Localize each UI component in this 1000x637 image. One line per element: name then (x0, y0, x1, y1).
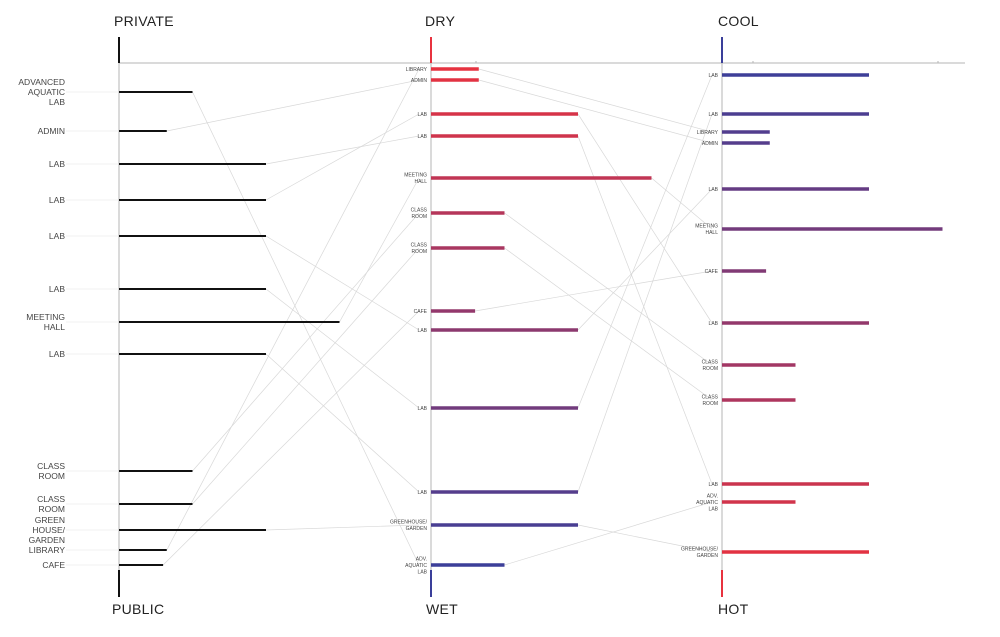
space-label: CLASS (702, 360, 719, 366)
connection-line (504, 501, 713, 566)
connection-line (265, 113, 420, 201)
space-label: ROOM (702, 366, 718, 372)
connection-line (478, 68, 713, 133)
space-label: ROOM (411, 214, 427, 220)
space-label: GREENHOUSE/ (681, 547, 719, 553)
connection-line (475, 270, 713, 312)
connection-line (577, 188, 713, 331)
space-label: ROOM (39, 504, 65, 514)
axis-label-public: PUBLIC (112, 601, 165, 617)
space-label: MEETING (404, 173, 427, 179)
space-label: GARDEN (697, 553, 719, 559)
connection-line (265, 288, 420, 409)
space-label: ADVANCED (18, 77, 65, 87)
space-label: MEETING (695, 224, 718, 230)
space-label: LIBRARY (29, 545, 66, 555)
space-label: CLASS (411, 208, 428, 214)
connection-line (504, 247, 713, 401)
space-label: LAB (418, 328, 428, 334)
connection-line (478, 79, 713, 144)
space-label: LAB (418, 569, 428, 575)
space-label: ADMIN (702, 141, 719, 147)
connection-line (166, 68, 420, 551)
space-label: LAB (709, 506, 719, 512)
space-label: HALL (705, 230, 718, 236)
space-label: ROOM (411, 249, 427, 255)
space-label: AQUATIC (28, 87, 65, 97)
space-label: LAB (49, 349, 65, 359)
space-label: LAB (49, 195, 65, 205)
space-label: ROOM (702, 401, 718, 407)
space-label: CAFE (705, 269, 719, 275)
space-label: LAB (418, 406, 428, 412)
axis-label-private: PRIVATE (114, 13, 174, 29)
connection-line (577, 74, 713, 409)
space-label: LIBRARY (697, 130, 719, 136)
space-label: ADMIN (38, 126, 65, 136)
space-label: LAB (709, 73, 719, 79)
space-label: LAB (49, 284, 65, 294)
axis-label-cool: COOL (718, 13, 759, 29)
connection-line (166, 79, 420, 132)
space-label: AQUATIC (405, 563, 427, 569)
space-label: ROOM (39, 471, 65, 481)
space-label: LAB (418, 490, 428, 496)
space-label: CAFE (42, 560, 65, 570)
space-label: GARDEN (406, 526, 428, 532)
space-label: MEETING (26, 312, 65, 322)
space-label: HOUSE/ (32, 525, 65, 535)
axis-label-dry: DRY (425, 13, 456, 29)
space-label: CAFE (414, 309, 428, 315)
connection-line (577, 113, 713, 493)
axis-label-wet: WET (426, 601, 459, 617)
connection-line (577, 113, 713, 324)
space-label: ADMIN (411, 78, 428, 84)
space-label: LAB (49, 159, 65, 169)
space-label: CLASS (411, 243, 428, 249)
space-label: LAB (709, 187, 719, 193)
space-label: AQUATIC (696, 500, 718, 506)
space-label: GREEN (35, 515, 65, 525)
space-label: LAB (709, 482, 719, 488)
connection-line (192, 247, 420, 505)
space-label: LAB (709, 112, 719, 118)
connection-line (265, 135, 420, 165)
space-label: CLASS (37, 494, 65, 504)
space-label: LAB (49, 97, 65, 107)
connection-line (265, 353, 420, 493)
connection-line (192, 91, 420, 566)
space-label: LAB (418, 112, 428, 118)
space-label: CLASS (37, 461, 65, 471)
space-label: LIBRARY (406, 67, 428, 73)
space-label: HALL (414, 179, 427, 185)
connection-line (651, 177, 713, 230)
connection-line (339, 177, 420, 323)
space-label: LAB (709, 321, 719, 327)
axis-label-hot: HOT (718, 601, 749, 617)
space-label: CLASS (702, 395, 719, 401)
space-label: HALL (44, 322, 66, 332)
space-label: ADV. (707, 493, 718, 499)
connection-line (504, 212, 713, 366)
connection-line (162, 310, 420, 566)
space-label: GREENHOUSE/ (390, 520, 428, 526)
space-label: ADV. (416, 556, 427, 562)
connection-line (265, 235, 420, 331)
connection-line (577, 524, 713, 553)
space-label: GARDEN (29, 535, 65, 545)
connection-line (192, 212, 420, 472)
connection-line (577, 135, 713, 485)
connection-line (265, 524, 420, 531)
space-label: LAB (49, 231, 65, 241)
space-label: LAB (418, 134, 428, 140)
